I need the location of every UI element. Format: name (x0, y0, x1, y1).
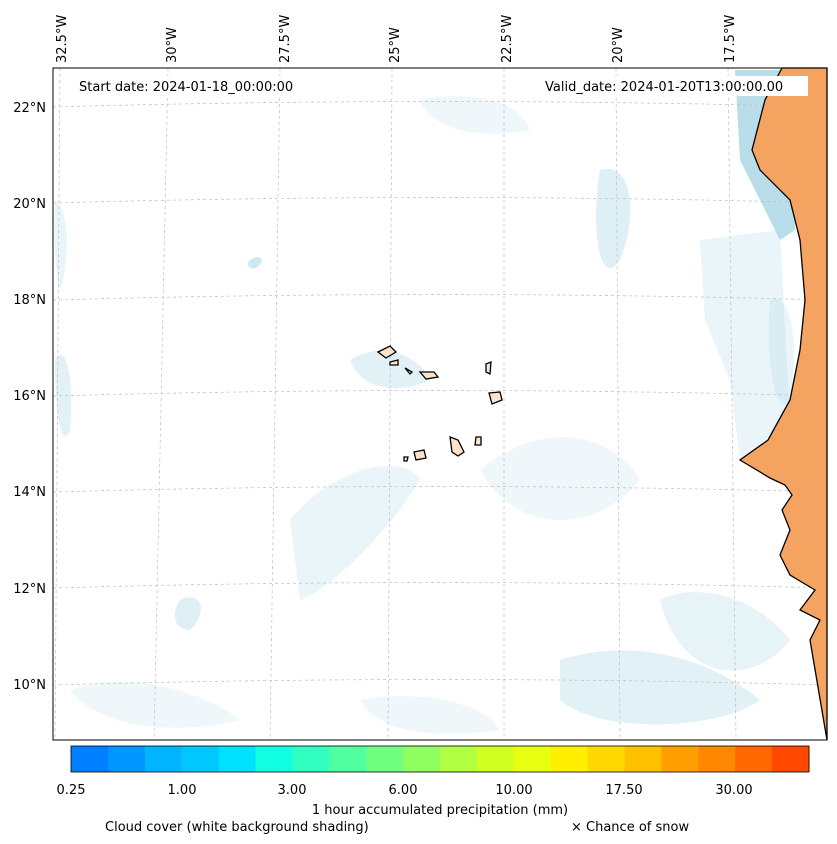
lon-label: 32.5°W (55, 15, 70, 63)
colorbar-tick-label: 6.00 (389, 783, 418, 798)
longitude-labels: 32.5°W 30°W 27.5°W 25°W 22.5°W 20°W 17.5… (55, 15, 738, 63)
snow-chance-note: × Chance of snow (571, 820, 689, 835)
colorbar-title: 1 hour accumulated precipitation (mm) (312, 803, 568, 818)
lon-label: 17.5°W (723, 15, 738, 63)
graticule (52, 67, 828, 741)
lat-label: 18°N (13, 293, 46, 308)
cape-verde-islands (376, 345, 503, 462)
lat-label: 14°N (13, 485, 46, 500)
colorbar-ticks: 0.25 1.00 3.00 6.00 10.00 17.50 30.00 (57, 783, 753, 798)
lat-label: 12°N (13, 582, 46, 597)
colorbar-cell (698, 746, 736, 772)
lon-label: 30°W (165, 27, 180, 63)
colorbar-cell (440, 746, 478, 772)
lon-label: 27.5°W (278, 15, 293, 63)
colorbar-cell (255, 746, 293, 772)
colorbar-cell (181, 746, 220, 772)
colorbar-frame (70, 745, 810, 773)
map-panel: Start date: 2024-01-18_00:00:00 Valid_da… (52, 67, 828, 741)
colorbar-cell (403, 746, 441, 772)
colorbar-cell (661, 746, 699, 772)
start-date-label: Start date: 2024-01-18_00:00:00 (79, 80, 293, 95)
colorbar-cell (218, 746, 256, 772)
colorbar-tick-label: 3.00 (278, 783, 307, 798)
colorbar-cell (71, 746, 109, 772)
lat-label: 16°N (13, 389, 46, 404)
map-frame (52, 67, 828, 741)
colorbar-cell (476, 746, 515, 772)
colorbar-tick-label: 30.00 (715, 783, 752, 798)
colorbar-cell (366, 746, 404, 772)
colorbar-tick-label: 1.00 (168, 783, 197, 798)
cloud-cover-note: Cloud cover (white background shading) (105, 820, 369, 835)
latitude-labels: 22°N 20°N 18°N 16°N 14°N 12°N 10°N (13, 101, 46, 693)
valid-date-label: Valid_date: 2024-01-20T13:00:00.00 (545, 80, 783, 95)
colorbar-cell (735, 746, 773, 772)
lat-label: 10°N (13, 678, 46, 693)
lon-label: 22.5°W (500, 15, 515, 63)
colorbar-cell (624, 746, 662, 772)
colorbar-tick-label: 17.50 (605, 783, 642, 798)
cloud-cover-shading (54, 70, 795, 734)
colorbar-cell (107, 746, 146, 772)
africa-landmass (738, 67, 828, 741)
colorbar-cell (772, 746, 810, 772)
lon-label: 25°W (388, 27, 403, 63)
ocean-background (53, 68, 827, 740)
start-date-box (71, 76, 317, 96)
valid-date-box (538, 76, 808, 96)
colorbar-cell (292, 746, 330, 772)
lat-label: 20°N (13, 197, 46, 212)
colorbar-tick-label: 0.25 (57, 783, 86, 798)
lon-label: 20°W (611, 27, 626, 63)
lat-label: 22°N (13, 101, 46, 116)
colorbar-tick-label: 10.00 (495, 783, 532, 798)
colorbar-cell (144, 746, 183, 772)
colorbar-cell (550, 746, 589, 772)
colorbar-cell (587, 746, 625, 772)
colorbar-cell (513, 746, 552, 772)
colorbar-cell (329, 746, 367, 772)
colorbar (71, 746, 810, 772)
